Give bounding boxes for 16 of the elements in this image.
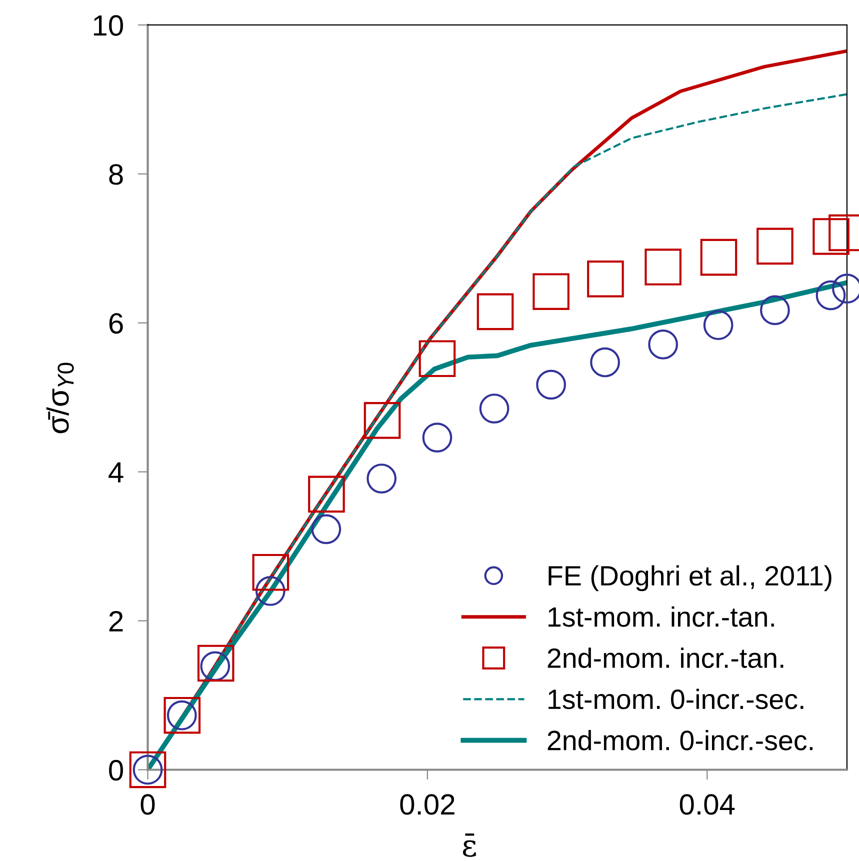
y-tick-label: 2 [109, 610, 123, 632]
legend-label: 2nd-mom. 0-incr.-sec. [548, 730, 813, 750]
x-axis-title: ε̄ [462, 833, 476, 857]
y-tick-label: 6 [109, 313, 123, 334]
legend-label: 2nd-mom. incr.-tan. [548, 648, 784, 668]
legend-label: FE (Doghri et al., 2011) [548, 565, 832, 592]
y-axis-title: σ̄/σ$_{Y0}$ [46, 362, 74, 434]
x-tick-label: 0.02 [400, 794, 454, 815]
x-tick-label: 0.04 [680, 794, 735, 815]
x-tick-label: 0 [140, 794, 155, 815]
y-tick-label: 0 [109, 760, 123, 781]
y-tick-label: 10 [94, 15, 123, 36]
y-tick-label: 8 [109, 164, 123, 185]
legend-label: 1st-mom. 0-incr.-sec. [548, 688, 804, 710]
legend-label: 1st-mom. incr.-tan. [548, 606, 774, 627]
y-tick-label: 4 [108, 462, 124, 482]
